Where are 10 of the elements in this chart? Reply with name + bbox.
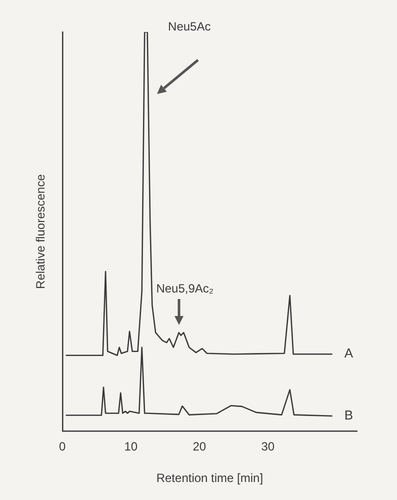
y-axis-title: Relative fluorescence <box>34 174 48 289</box>
x-axis-title: Retention time [min] <box>156 471 264 486</box>
x-tick-label: 10 <box>124 440 138 454</box>
annotation: Neu5,9Ac₂ <box>156 282 214 296</box>
x-tick-label: 0 <box>59 440 66 454</box>
x-tick-label: 30 <box>261 440 275 454</box>
series-label: A <box>344 346 354 361</box>
x-tick-label: 20 <box>192 440 206 454</box>
annotation: Neu5Ac <box>168 19 211 34</box>
series-label: B <box>344 408 354 423</box>
